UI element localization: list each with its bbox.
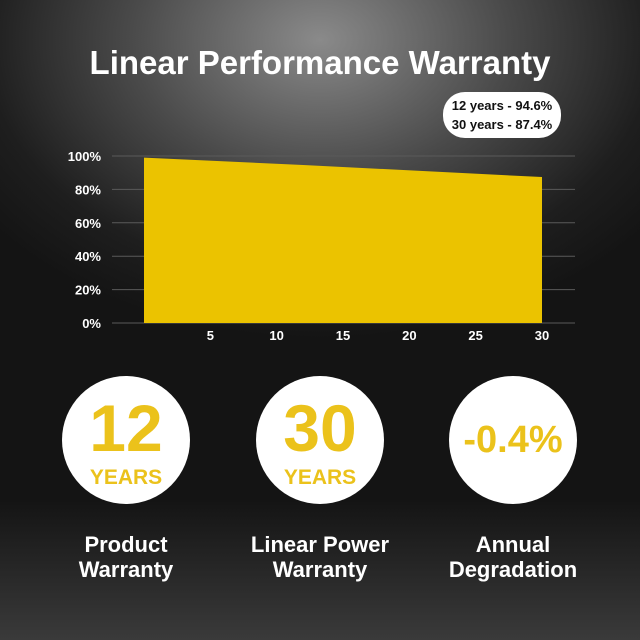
stat-value: 30 bbox=[283, 391, 357, 465]
y-tick-label: 20% bbox=[75, 283, 101, 298]
performance-chart: 0% 20% 40% 60% 80% 100% 5 10 15 20 25 30 bbox=[68, 149, 575, 343]
stat-value: -0.4% bbox=[463, 419, 563, 461]
label-line: Degradation bbox=[448, 557, 578, 582]
label-line: Linear Power bbox=[250, 532, 390, 557]
x-tick-label: 20 bbox=[402, 328, 416, 343]
degradation-label: Annual Degradation bbox=[423, 532, 603, 582]
performance-area bbox=[144, 157, 542, 323]
y-tick-label: 80% bbox=[75, 182, 101, 197]
y-tick-label: 0% bbox=[82, 316, 101, 331]
label-line: Product bbox=[84, 532, 168, 557]
y-tick-label: 40% bbox=[75, 249, 101, 264]
product-warranty-badge: 12 YEARS bbox=[62, 376, 190, 504]
page-title: Linear Performance Warranty bbox=[89, 44, 551, 81]
power-warranty-label: Linear Power Warranty bbox=[230, 532, 410, 582]
label-line: Annual bbox=[475, 532, 551, 557]
x-tick-label: 25 bbox=[468, 328, 482, 343]
label-line: Warranty bbox=[78, 557, 174, 582]
warranty-callout: 12 years - 94.6% 30 years - 87.4% bbox=[443, 92, 561, 138]
x-tick-label: 30 bbox=[535, 328, 549, 343]
product-warranty-label: Product Warranty bbox=[36, 532, 216, 582]
degradation-badge: -0.4% bbox=[449, 376, 577, 504]
y-tick-label: 60% bbox=[75, 216, 101, 231]
x-tick-label: 10 bbox=[269, 328, 283, 343]
stat-unit: YEARS bbox=[283, 466, 357, 489]
x-tick-label: 5 bbox=[207, 328, 214, 343]
x-tick-label: 15 bbox=[336, 328, 350, 343]
stat-unit: YEARS bbox=[89, 466, 163, 489]
stat-value: 12 bbox=[89, 391, 163, 465]
callout-line-2: 30 years - 87.4% bbox=[451, 117, 553, 132]
y-tick-label: 100% bbox=[68, 149, 102, 164]
power-warranty-badge: 30 YEARS bbox=[256, 376, 384, 504]
label-line: Warranty bbox=[272, 557, 368, 582]
callout-line-1: 12 years - 94.6% bbox=[451, 98, 553, 113]
